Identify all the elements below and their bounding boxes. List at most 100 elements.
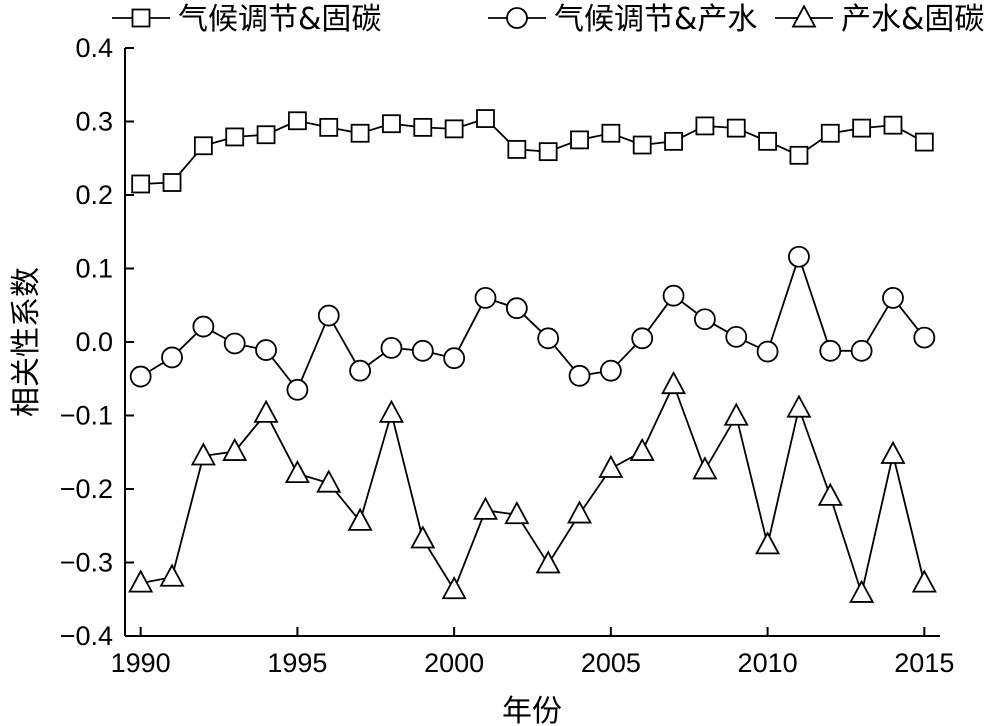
- square-marker: [256, 125, 276, 145]
- circle-marker: [850, 339, 873, 362]
- circle-marker: [725, 325, 748, 348]
- triangle-marker: [222, 437, 248, 461]
- y-tick-label: 0.4: [75, 33, 113, 63]
- x-axis-title: 年份: [502, 694, 562, 726]
- circle-marker: [443, 347, 466, 370]
- circle-marker: [474, 286, 497, 309]
- square-marker: [789, 145, 809, 165]
- triangle-marker: [755, 531, 781, 555]
- square-marker: [382, 114, 401, 134]
- triangle-marker: [441, 576, 467, 600]
- triangle-marker: [253, 399, 279, 423]
- circle-marker: [819, 339, 842, 362]
- triangle-marker: [598, 454, 624, 478]
- triangle-marker: [661, 370, 687, 395]
- square-marker: [350, 123, 370, 143]
- square-marker: [444, 119, 464, 139]
- circle-marker: [537, 327, 560, 350]
- circle-marker: [349, 359, 371, 382]
- triangle-marker: [504, 501, 530, 525]
- triangle-marker: [128, 569, 154, 593]
- triangle-marker: [849, 579, 875, 603]
- circle-marker: [913, 326, 936, 349]
- triangle-marker: [159, 563, 185, 587]
- circle-marker: [411, 339, 434, 362]
- triangle-marker: [723, 402, 749, 426]
- square-marker: [162, 173, 182, 192]
- x-tick-label: 2000: [424, 648, 484, 678]
- square-marker: [288, 111, 307, 131]
- x-tick-label: 2015: [894, 648, 954, 678]
- square-marker: [319, 117, 339, 137]
- triangle-marker: [911, 569, 937, 593]
- circle-marker: [255, 339, 277, 361]
- triangle-marker: [791, 4, 817, 28]
- square-marker: [131, 174, 151, 194]
- series-line: [140, 382, 926, 597]
- triangle-marker: [567, 500, 593, 524]
- triangle-marker: [410, 525, 436, 549]
- legend: 气候调节&固碳 气候调节&产水 产水&固碳: [112, 2, 984, 37]
- square-marker: [632, 135, 652, 155]
- square-marker: [914, 132, 934, 152]
- circle-marker: [568, 364, 591, 387]
- circle-marker: [223, 332, 246, 355]
- circle-marker: [317, 304, 340, 327]
- square-marker: [601, 123, 621, 143]
- legend-item: 产水&固碳: [775, 2, 984, 37]
- square-marker: [695, 116, 715, 136]
- triangle-marker: [472, 496, 498, 520]
- y-tick-label: 0.1: [75, 254, 113, 284]
- square-marker: [476, 109, 495, 128]
- square-marker: [883, 115, 903, 135]
- circle-marker: [129, 365, 152, 388]
- circle-marker: [631, 327, 654, 350]
- square-marker: [820, 123, 840, 143]
- circle-marker: [506, 7, 528, 29]
- circle-marker: [192, 315, 215, 338]
- y-tick-label: −0.3: [60, 548, 113, 578]
- y-tick-label: 0.2: [75, 180, 113, 210]
- legend-item: 气候调节&固碳: [112, 2, 381, 37]
- square-marker: [538, 142, 558, 162]
- square-marker: [413, 117, 433, 137]
- circle-marker: [882, 286, 904, 309]
- square-marker: [507, 140, 527, 159]
- x-tick-label: 2005: [581, 648, 641, 678]
- triangle-marker: [692, 456, 718, 480]
- square-marker: [131, 8, 151, 28]
- y-axis-title: 相关性系数: [9, 267, 44, 417]
- x-tick-label: 1995: [267, 648, 327, 678]
- circle-marker: [788, 245, 810, 268]
- triangle-marker: [284, 459, 310, 484]
- square-marker: [570, 130, 589, 150]
- series-line: [140, 253, 926, 392]
- triangle-marker: [786, 394, 812, 418]
- triangle-marker: [347, 507, 373, 531]
- square-marker: [664, 131, 683, 151]
- y-tick-label: 0.3: [75, 107, 113, 137]
- circle-marker: [756, 340, 779, 363]
- circle-marker: [694, 308, 716, 331]
- circle-marker: [505, 297, 528, 320]
- triangle-marker: [535, 550, 561, 574]
- triangle-marker: [378, 399, 404, 423]
- circle-marker: [161, 346, 183, 369]
- triangle-marker: [190, 442, 216, 466]
- series-triangle: [128, 370, 937, 603]
- series-circle: [129, 245, 936, 401]
- square-marker: [726, 118, 746, 138]
- legend-label: 气候调节&产水: [554, 2, 757, 37]
- series-square: [131, 109, 934, 194]
- y-tick-label: −0.2: [60, 474, 113, 504]
- legend-label: 产水&固碳: [841, 2, 984, 37]
- y-tick-label: −0.4: [60, 621, 113, 651]
- triangle-marker: [880, 440, 906, 464]
- x-tick-label: 2010: [738, 648, 798, 678]
- circle-marker: [662, 284, 685, 307]
- square-marker: [852, 118, 872, 138]
- circle-marker: [380, 336, 403, 359]
- axes: −0.4 −0.3 −0.2 −0.1 0.0 0.1 0.2 0.3 0.4 1990 1995 2…: [60, 33, 955, 678]
- triangle-marker: [629, 437, 655, 461]
